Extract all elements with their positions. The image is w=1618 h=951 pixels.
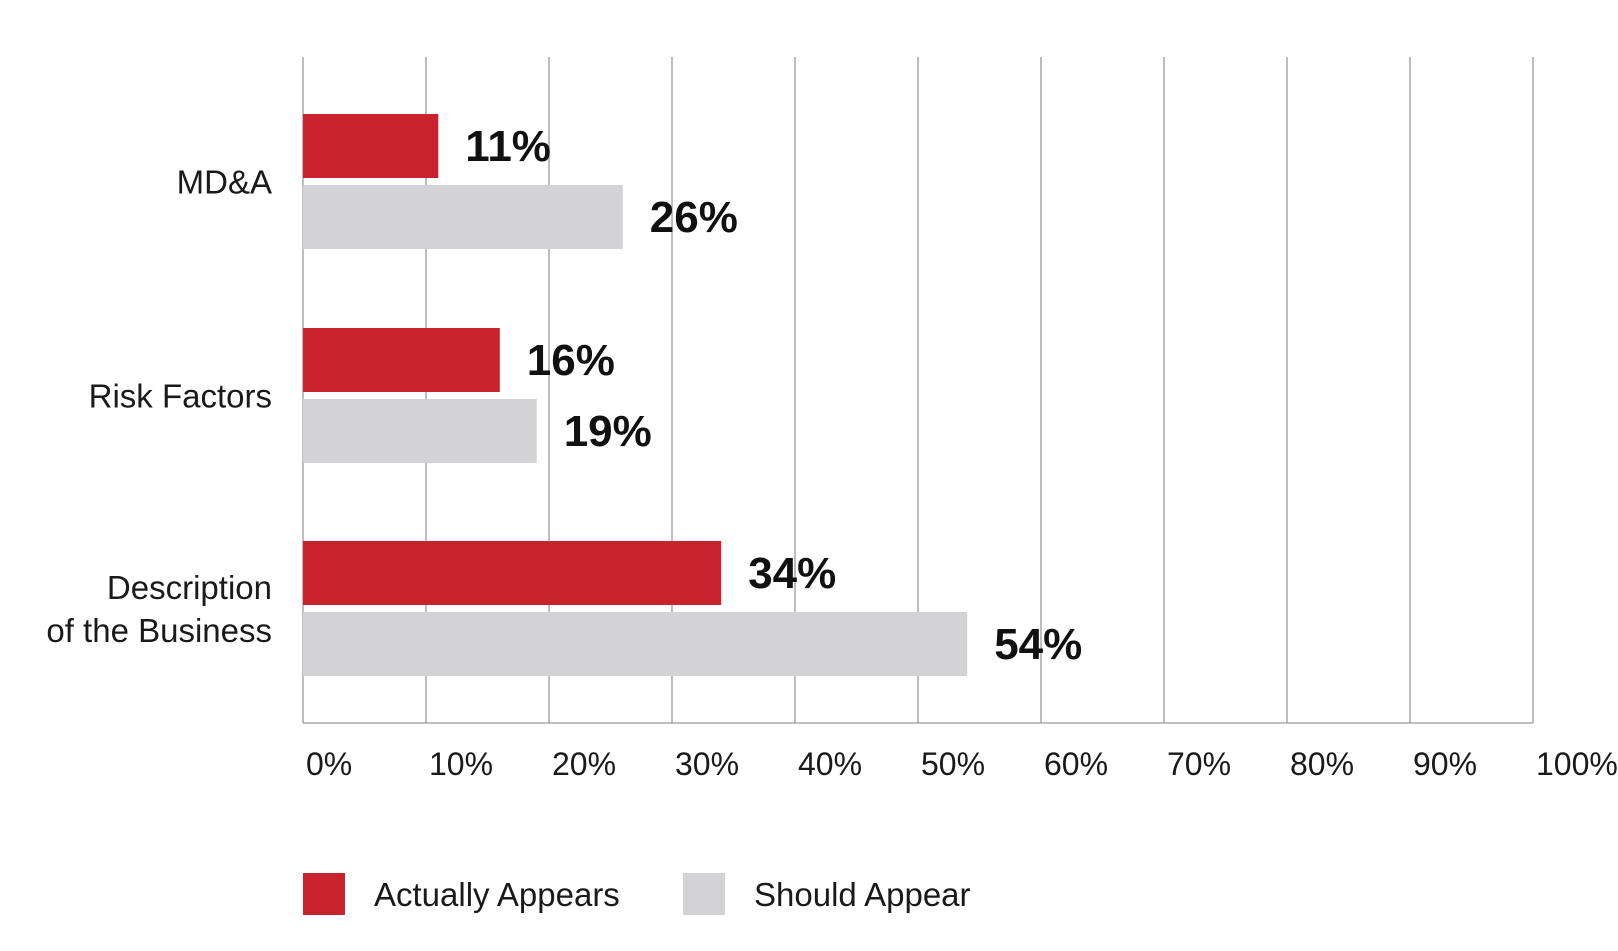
x-tick-label: 10% — [429, 746, 493, 782]
legend-swatch-should-appear — [683, 873, 725, 915]
data-label: 34% — [748, 549, 836, 598]
data-label: 26% — [650, 193, 738, 242]
x-tick-label: 100% — [1536, 746, 1618, 782]
legend-swatch-actually-appears — [303, 873, 345, 915]
x-tick-label: 70% — [1167, 746, 1231, 782]
category-label-line: of the Business — [46, 612, 272, 649]
x-tick-label: 20% — [552, 746, 616, 782]
legend-label: Actually Appears — [374, 876, 620, 913]
category-label: MD&A — [177, 164, 272, 201]
x-tick-label: 0% — [306, 746, 352, 782]
x-tick-label: 90% — [1413, 746, 1477, 782]
bar-should-appear — [303, 399, 537, 463]
gridlines — [302, 57, 1534, 724]
category-label-line: Risk Factors — [89, 378, 272, 415]
data-label: 54% — [994, 620, 1082, 669]
category-label-line: Description — [107, 569, 272, 606]
bar-actually-appears — [303, 114, 439, 178]
bar-actually-appears — [303, 541, 722, 605]
data-label: 19% — [564, 407, 652, 456]
data-label: 11% — [465, 122, 551, 171]
legend-label: Should Appear — [754, 876, 971, 913]
bars — [303, 114, 968, 676]
x-tick-label: 60% — [1044, 746, 1108, 782]
x-tick-label: 50% — [921, 746, 985, 782]
x-tick-label: 30% — [675, 746, 739, 782]
labels: 0% 10% 20% 30% 40% 50% 60% 70% 80% 90% 100% 11% 26% M… — [46, 122, 1617, 782]
bar-should-appear — [303, 185, 623, 249]
category-label: Risk Factors — [89, 378, 272, 415]
category-label-line: MD&A — [177, 164, 272, 201]
data-label: 16% — [527, 336, 615, 385]
x-tick-label: 40% — [798, 746, 862, 782]
category-label: Description of the Business — [46, 569, 272, 649]
bar-actually-appears — [303, 328, 500, 392]
bar-should-appear — [303, 612, 968, 676]
legend: Actually Appears Should Appear — [303, 873, 971, 915]
x-tick-label: 80% — [1290, 746, 1354, 782]
